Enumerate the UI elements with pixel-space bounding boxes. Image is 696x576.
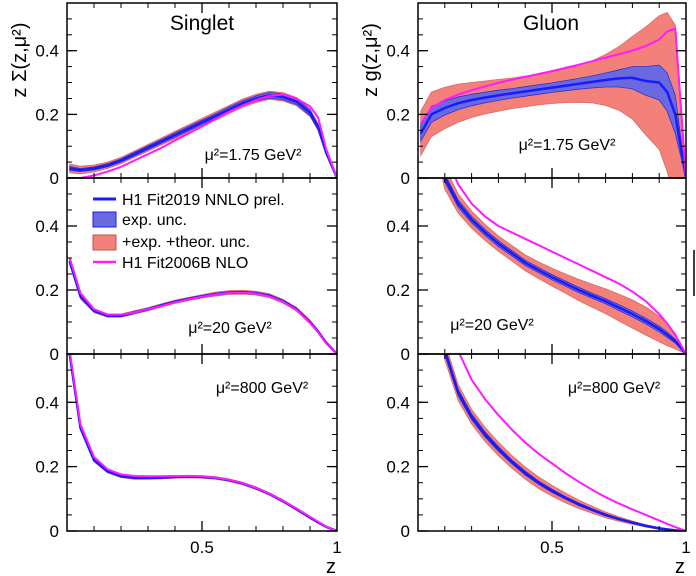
gluon-x-axis-title: z bbox=[675, 556, 685, 576]
x-tick-label: 0.5 bbox=[540, 538, 564, 557]
singlet-scale-label-3: μ²=800 GeV² bbox=[216, 380, 309, 397]
y-tick-label: 0.4 bbox=[35, 42, 59, 61]
singlet-scale-label-2: μ²=20 GeV² bbox=[188, 320, 272, 337]
gluon-scale-label-1: μ²=1.75 GeV² bbox=[519, 137, 616, 154]
y-tick-label: 0 bbox=[401, 345, 410, 364]
fit2019-nnlo-line-gluon-20 bbox=[443, 178, 686, 354]
fit2019-nnlo-line-singlet-1p75 bbox=[69, 94, 337, 178]
y-tick-label: 0.2 bbox=[35, 105, 59, 124]
y-tick-label: 0.2 bbox=[35, 281, 59, 300]
y-tick-label: 0.2 bbox=[386, 458, 410, 477]
y-tick-label: 0.4 bbox=[35, 217, 59, 236]
legend-label-exp-unc: exp. unc. bbox=[122, 212, 187, 229]
x-tick-label: 1 bbox=[681, 538, 690, 557]
legend-label-tot-unc: +exp. +theor. unc. bbox=[122, 234, 250, 251]
panel-singlet-20 bbox=[68, 257, 337, 354]
legend-label-fit2006: H1 Fit2006B NLO bbox=[122, 255, 248, 272]
total-uncertainty-band-singlet-800 bbox=[69, 354, 337, 531]
gluon-column-title: Gluon bbox=[523, 12, 579, 35]
legend-swatch-tot-unc bbox=[92, 234, 117, 251]
y-tick-label: 0.2 bbox=[386, 105, 410, 124]
y-tick-label: 0.2 bbox=[35, 458, 59, 477]
exp-uncertainty-band-gluon-1p75 bbox=[420, 64, 686, 178]
singlet-column-title: Singlet bbox=[170, 12, 234, 35]
fit2006b-nlo-line-gluon-1p75 bbox=[419, 27, 686, 178]
fit2006b-nlo-line-gluon-20 bbox=[454, 178, 686, 354]
y-tick-label: 0.4 bbox=[35, 393, 59, 412]
fit2006b-nlo-line-singlet-800 bbox=[69, 354, 337, 531]
panel-gluon-20 bbox=[441, 178, 686, 354]
fit2019-nnlo-line-gluon-800 bbox=[444, 354, 686, 531]
fit2006b-nlo-line-gluon-800 bbox=[458, 354, 686, 531]
y-tick-label: 0.4 bbox=[386, 393, 410, 412]
gluon-scale-label-2: μ²=20 GeV² bbox=[450, 317, 534, 334]
legend-label-nominal: H1 Fit2019 NNLO prel. bbox=[122, 192, 285, 209]
total-uncertainty-band-singlet-20 bbox=[69, 257, 337, 354]
panel-singlet-1p75 bbox=[69, 90, 337, 178]
panel-singlet-800 bbox=[68, 354, 337, 531]
y-tick-label: 0.4 bbox=[386, 217, 410, 236]
y-tick-label: 0.4 bbox=[386, 42, 410, 61]
fit2006b-nlo-line-singlet-1p75 bbox=[69, 93, 337, 178]
y-tick-label: 0.2 bbox=[386, 281, 410, 300]
gluon-y-axis-title: z g(z,μ²) bbox=[360, 23, 382, 97]
fit2006b-nlo-line-singlet-20 bbox=[68, 257, 337, 354]
panel-gluon-1p75 bbox=[419, 12, 686, 178]
y-tick-label: 0 bbox=[50, 169, 59, 188]
x-tick-label: 1 bbox=[332, 538, 341, 557]
panels-layer bbox=[68, 12, 686, 531]
ticks-layer: 0 0.2 0.4 0 0.2 0.4 0 0.2 0.4 0 0.2 0.4 0 0.2 0.4 0 0.2 0… bbox=[35, 2, 691, 557]
singlet-x-axis-title: z bbox=[326, 556, 336, 576]
y-tick-label: 0 bbox=[401, 169, 410, 188]
y-tick-label: 0 bbox=[50, 345, 59, 364]
singlet-scale-label-1: μ²=1.75 GeV² bbox=[205, 147, 302, 164]
x-tick-label: 0.5 bbox=[190, 538, 214, 557]
legend: H1 Fit2019 NNLO prel. exp. unc. +exp. +t… bbox=[92, 192, 285, 272]
legend-swatch-exp-unc bbox=[92, 211, 117, 228]
y-tick-label: 0 bbox=[401, 522, 410, 541]
fit2019-nnlo-line-gluon-1p75 bbox=[419, 76, 686, 178]
singlet-y-axis-title: z Σ(z,μ²) bbox=[9, 23, 31, 98]
y-tick-label: 0 bbox=[50, 522, 59, 541]
gluon-scale-label-3: μ²=800 GeV² bbox=[568, 380, 661, 397]
exp-uncertainty-band-singlet-20 bbox=[69, 259, 337, 354]
